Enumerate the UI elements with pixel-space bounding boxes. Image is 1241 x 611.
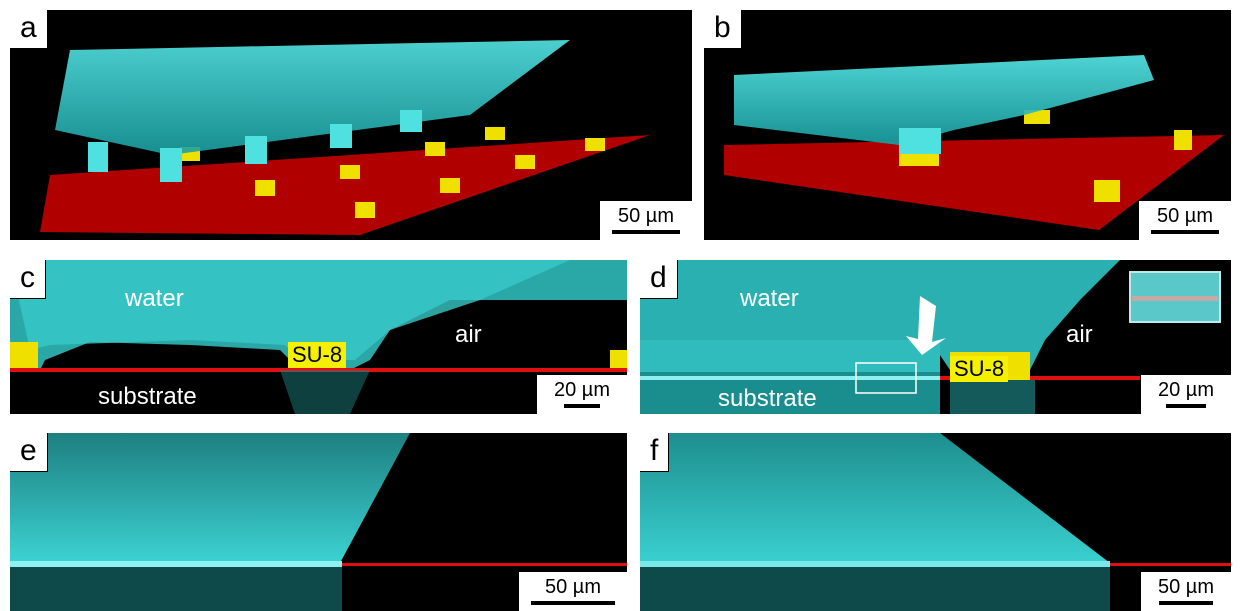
panel-a-image — [40, 40, 650, 235]
panel-f-letter: f — [640, 433, 670, 472]
panel-e: e 50 µm — [10, 433, 627, 611]
panel-a-scale-label: 50 µm — [618, 205, 674, 227]
panel-d-su8-label: SU-8 — [950, 356, 1009, 382]
panel-e-letter: e — [10, 433, 48, 472]
panel-e-scale-bar: 50 µm — [518, 571, 627, 611]
panel-e-image — [10, 433, 627, 611]
panel-c-substrate-label: substrate — [98, 383, 197, 410]
panel-e-scale-label: 50 µm — [545, 576, 601, 598]
panel-d-scale-bar: 20 µm — [1140, 374, 1231, 414]
panel-c-scale-line — [564, 404, 600, 408]
panel-a: a 50 µm — [10, 10, 692, 240]
panel-a-scale-line — [612, 230, 680, 234]
panel-f-scale-label: 50 µm — [1158, 576, 1214, 598]
panel-d-substrate-label: substrate — [718, 385, 817, 412]
panel-f: f 50 µm — [640, 433, 1231, 611]
panel-f-scale-bar: 50 µm — [1140, 571, 1231, 611]
panel-b-letter: b — [704, 10, 742, 49]
panel-e-scale-line — [531, 601, 615, 605]
panel-c-water-label: water — [125, 285, 184, 312]
panel-d-scale-label: 20 µm — [1158, 379, 1214, 401]
panel-f-scale-line — [1159, 601, 1213, 605]
panel-a-scale-bar: 50 µm — [599, 200, 692, 240]
panel-d-letter: d — [640, 260, 678, 299]
panel-b-scale-line — [1151, 230, 1219, 234]
panel-c: c water air SU-8 substrate 20 µm — [10, 260, 627, 414]
panel-d-air-label: air — [1066, 321, 1093, 348]
panel-c-letter: c — [10, 260, 46, 299]
panel-b-scale-label: 50 µm — [1157, 205, 1213, 227]
panel-c-scale-label: 20 µm — [554, 379, 610, 401]
panel-b-image — [724, 55, 1224, 230]
panel-b: b 50 µm — [704, 10, 1231, 240]
panel-f-image — [640, 433, 1231, 611]
panel-b-scale-bar: 50 µm — [1138, 200, 1231, 240]
panel-c-image — [10, 260, 627, 414]
panel-d: d water air SU-8 substrate 20 µm — [640, 260, 1231, 414]
panel-c-su8-label: SU-8 — [288, 342, 347, 368]
panel-d-image — [640, 260, 1231, 414]
panel-a-letter: a — [10, 10, 48, 49]
panel-c-air-label: air — [455, 321, 482, 348]
panel-c-scale-bar: 20 µm — [536, 374, 627, 414]
panel-d-scale-line — [1166, 404, 1206, 408]
panel-d-water-label: water — [740, 285, 799, 312]
